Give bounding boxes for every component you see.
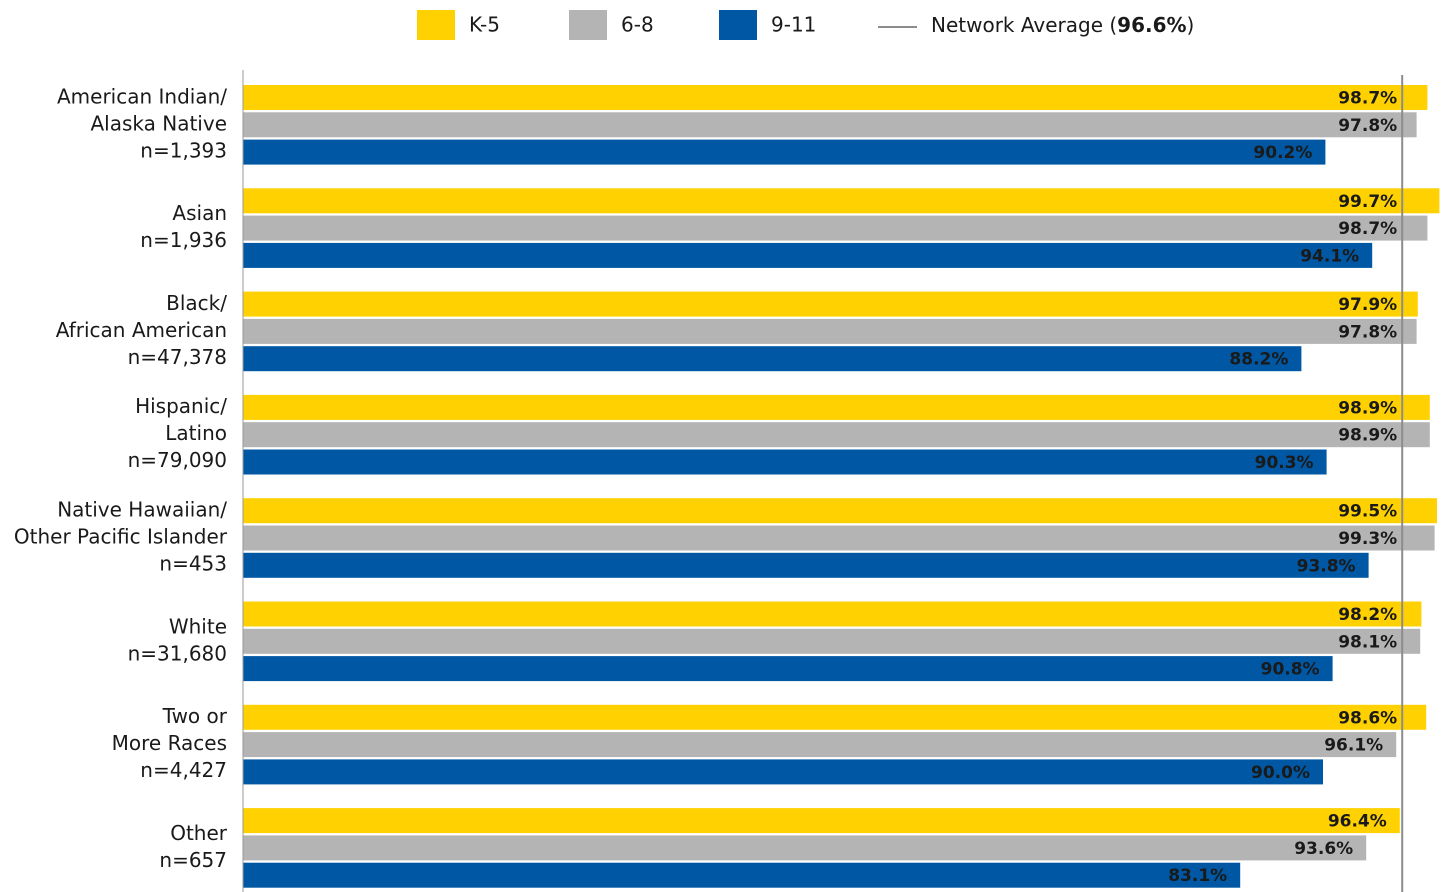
category-label: African American [56, 318, 227, 342]
category-label: White [169, 614, 227, 638]
category-label: Two or [162, 704, 228, 728]
value-label: 99.7% [1338, 192, 1397, 212]
category-label: More Races [112, 731, 227, 755]
bar [243, 525, 1435, 551]
value-label: 98.9% [1338, 398, 1397, 418]
category-label: Native Hawaiian/ [57, 498, 227, 522]
value-label: 90.2% [1253, 143, 1312, 163]
value-label: 96.4% [1328, 812, 1387, 832]
value-label: 98.7% [1338, 219, 1397, 239]
bar [243, 318, 1417, 344]
bar [243, 346, 1302, 372]
category-label: n=31,680 [128, 641, 227, 665]
value-label: 88.2% [1229, 350, 1288, 370]
bar [243, 85, 1428, 110]
bar [243, 422, 1430, 448]
bar [243, 601, 1422, 627]
value-label: 98.7% [1338, 89, 1397, 109]
bar [243, 291, 1418, 317]
value-label: 93.8% [1297, 556, 1356, 576]
category-label: Latino [165, 421, 227, 445]
value-label: 97.8% [1338, 116, 1397, 136]
bar [243, 394, 1430, 420]
category-label: Black/ [166, 291, 227, 315]
bar [243, 188, 1440, 214]
value-label: 94.1% [1300, 246, 1359, 266]
category-label: American Indian/ [57, 84, 227, 108]
legend-label: Network Average (96.6%) [931, 13, 1194, 37]
value-label: 98.2% [1338, 605, 1397, 625]
value-label: 90.8% [1261, 660, 1320, 680]
category-label: n=657 [159, 848, 227, 872]
bar [243, 215, 1428, 241]
value-label: 93.6% [1294, 839, 1353, 859]
value-label: 90.3% [1255, 453, 1314, 473]
category-label: n=79,090 [128, 448, 227, 472]
bar [243, 704, 1427, 730]
category-label: n=4,427 [140, 758, 227, 782]
legend-swatch [417, 10, 455, 40]
bar [243, 759, 1323, 785]
legend-label-part: Network Average ( [931, 13, 1117, 37]
bar [243, 656, 1333, 682]
legend-label: 6-8 [621, 13, 654, 37]
category-label: n=1,393 [140, 138, 227, 162]
value-label: 97.9% [1338, 295, 1397, 315]
legend-label: 9-11 [771, 13, 816, 37]
legend-swatch [569, 10, 607, 40]
legend-swatch [719, 10, 757, 40]
value-label: 97.8% [1338, 322, 1397, 342]
bar [243, 862, 1241, 888]
value-label: 90.0% [1251, 763, 1310, 783]
bar [243, 732, 1397, 758]
bar [243, 139, 1326, 165]
legend-label: K-5 [469, 13, 500, 37]
bar [243, 449, 1327, 475]
bar [243, 552, 1369, 578]
value-label: 98.1% [1338, 632, 1397, 652]
bar [243, 112, 1417, 138]
bar [243, 242, 1373, 268]
category-label: Other [170, 821, 228, 845]
bar [243, 628, 1421, 654]
category-label: n=47,378 [128, 345, 227, 369]
bar [243, 498, 1437, 524]
category-label: n=1,936 [140, 228, 227, 252]
category-label: Hispanic/ [135, 394, 227, 418]
value-label: 83.1% [1168, 866, 1227, 886]
bar [243, 835, 1367, 861]
category-label: Asian [172, 201, 227, 225]
category-label: Other Pacific Islander [14, 525, 228, 549]
bar [243, 808, 1400, 834]
value-label: 98.9% [1338, 426, 1397, 446]
value-label: 99.5% [1338, 502, 1397, 522]
legend-label-part: ) [1187, 13, 1195, 37]
value-label: 98.6% [1338, 708, 1397, 728]
value-label: 96.1% [1324, 736, 1383, 756]
category-label: n=453 [159, 552, 227, 576]
value-label: 99.3% [1338, 529, 1397, 549]
category-label: Alaska Native [90, 111, 227, 135]
legend-label-part: 96.6% [1117, 13, 1186, 37]
